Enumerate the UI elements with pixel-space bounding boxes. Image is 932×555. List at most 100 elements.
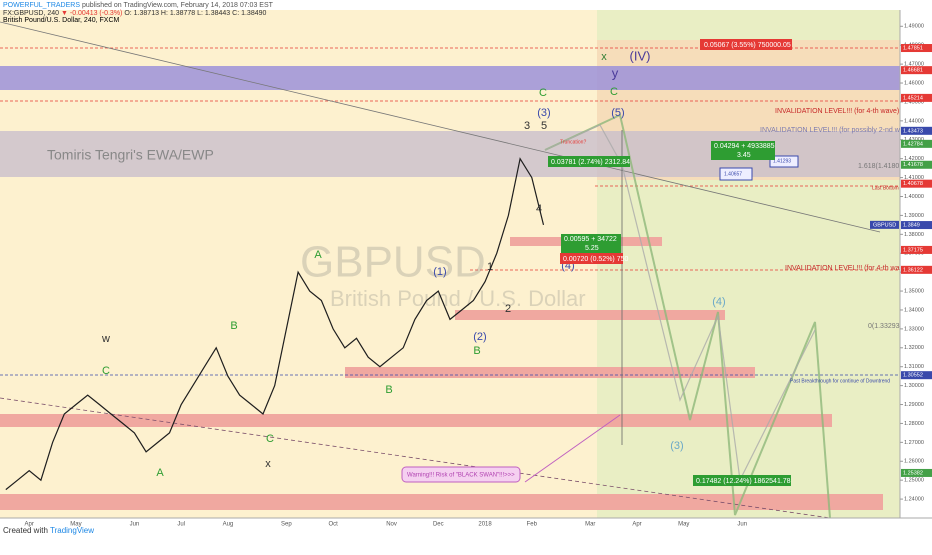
y-tick-label: 1.47000 — [904, 62, 924, 68]
y-tick-label: 1.28000 — [904, 421, 924, 427]
y-tick-label: 1.42000 — [904, 156, 924, 162]
price-label-box — [901, 179, 932, 188]
wave-label: C — [610, 86, 618, 98]
zone — [0, 494, 883, 510]
x-tick-label: May — [678, 522, 689, 528]
price-label-box — [901, 265, 932, 274]
change: ▼ -0.00413 (-0.3%) — [61, 10, 122, 17]
watermark-symbol: GBPUSD — [300, 238, 486, 287]
y-tick-label: 1.29000 — [904, 402, 924, 408]
wave-label: w — [101, 333, 110, 345]
x-tick-label: Sep — [281, 522, 292, 528]
wave-label: 3 — [524, 120, 530, 132]
wave-label: x — [601, 51, 607, 63]
measure-box — [560, 253, 623, 264]
y-tick-label: 1.44000 — [904, 118, 924, 124]
wave-label: C — [539, 87, 547, 99]
published: published on TradingView.com, February 1… — [82, 2, 274, 9]
x-tick-label: 2018 — [478, 522, 492, 528]
zone — [0, 414, 832, 427]
x-tick-label: Dec — [433, 522, 444, 528]
y-tick-label: 1.25000 — [904, 478, 924, 484]
publisher-name: POWERFUL_TRADERS — [3, 2, 80, 9]
y-tick-label: 1.35000 — [904, 289, 924, 295]
price-label: 1.37175 — [903, 247, 923, 253]
brand-text: Tomiris Tengri's EWA/EWP — [47, 147, 214, 163]
measure-box — [561, 234, 621, 253]
y-tick-label: 1.26000 — [904, 459, 924, 465]
tag-box — [769, 155, 799, 168]
measures: 0.05067 (3.55%) 750000.05 0.04294 + 4933… — [548, 39, 792, 486]
note: Truncation? — [560, 139, 586, 145]
wave-label: B — [473, 345, 480, 357]
y-tick-label: 1.40000 — [904, 194, 924, 200]
wave-label: A — [314, 249, 322, 261]
y-tick-label: 1.39000 — [904, 213, 924, 219]
measure: 3.45 — [737, 152, 751, 159]
notes: INVALIDATION LEVEL!!! (for 4-th wave) IN… — [401, 108, 913, 483]
tag: 1.40657 — [724, 171, 742, 177]
price-label-box — [901, 126, 932, 135]
measure: 0.17482 (12.24%) 1862541.78 — [696, 478, 791, 485]
wave-label: (4) — [712, 296, 725, 308]
measure-box — [693, 475, 791, 486]
measure-box — [700, 39, 792, 50]
ohlc: O: 1.38713 H: 1.38778 L: 1.38443 C: 1.38… — [124, 10, 266, 17]
measure-box — [711, 141, 775, 160]
y-tick-label: 1.49000 — [904, 24, 924, 30]
x-tick-label: Mar — [585, 522, 595, 528]
price-label: 1.46681 — [903, 68, 923, 74]
price-label-box — [901, 44, 932, 53]
price-label: 1.45214 — [903, 95, 923, 101]
price-label: 1.41678 — [903, 162, 923, 168]
y-tick-label: 1.34000 — [904, 307, 924, 313]
price-label: 1.43473 — [903, 128, 923, 134]
x-tick-label: Apr — [25, 522, 34, 528]
y-tick-label: 1.46000 — [904, 80, 924, 86]
series-name: GBPUSD — [873, 222, 896, 228]
wave-label: x — [265, 458, 271, 470]
price-label-box — [901, 93, 932, 102]
measure: 5.25 — [585, 245, 599, 252]
y-tick-label: 1.31000 — [904, 364, 924, 370]
projection-path — [544, 113, 831, 519]
x-tick-label: Oct — [328, 522, 338, 528]
note: INVALIDATION LEVEL!!! (for 4-th wave) — [785, 265, 909, 272]
y-tick-label: 1.30000 — [904, 383, 924, 389]
x-tick-label: Feb — [527, 522, 538, 528]
measure: 0.05067 (3.55%) 750000.05 — [704, 42, 791, 49]
y-tick-label: 1.27000 — [904, 440, 924, 446]
y-tick-label: 1.41000 — [904, 175, 924, 181]
note: INVALIDATION LEVEL!!! (for possibly 2-nd… — [760, 127, 913, 134]
trend-line — [0, 21, 881, 233]
price-label: 1.42784 — [903, 141, 923, 147]
series-tag-box — [870, 220, 899, 229]
wave-label: C — [266, 433, 274, 445]
wave-label: 2 — [505, 303, 511, 315]
price-label: 1.25382 — [903, 470, 923, 476]
price-label-box — [901, 139, 932, 148]
wave-label: (IV) — [630, 48, 651, 63]
wave-label: A — [156, 467, 164, 479]
x-tick-label: Aug — [223, 522, 234, 528]
measure: 0.04294 + 4933885 — [714, 143, 775, 150]
wave-label: (3) — [537, 107, 550, 119]
wave-label: C — [102, 365, 110, 377]
measure-box — [548, 156, 630, 167]
zone — [455, 310, 725, 320]
chart-title: British Pound/U.S. Dollar, 240, FXCM — [3, 17, 119, 24]
measure: 0.00595 + 34722 — [564, 236, 617, 243]
wave-label: (2) — [473, 331, 486, 343]
price-line — [5, 157, 545, 491]
arrow — [524, 414, 621, 483]
note: 1.618(1.41806) — [858, 163, 905, 170]
tag: 1.41293 — [773, 158, 791, 164]
x-tick-label: Nov — [386, 522, 397, 528]
y-tick-label: 1.38000 — [904, 232, 924, 238]
purple-zone — [0, 66, 900, 90]
price-label-box — [901, 66, 932, 75]
x-tick-label: Apr — [632, 522, 641, 528]
y-tick-label: 1.32000 — [904, 345, 924, 351]
y-tick-label: 1.45000 — [904, 99, 924, 105]
